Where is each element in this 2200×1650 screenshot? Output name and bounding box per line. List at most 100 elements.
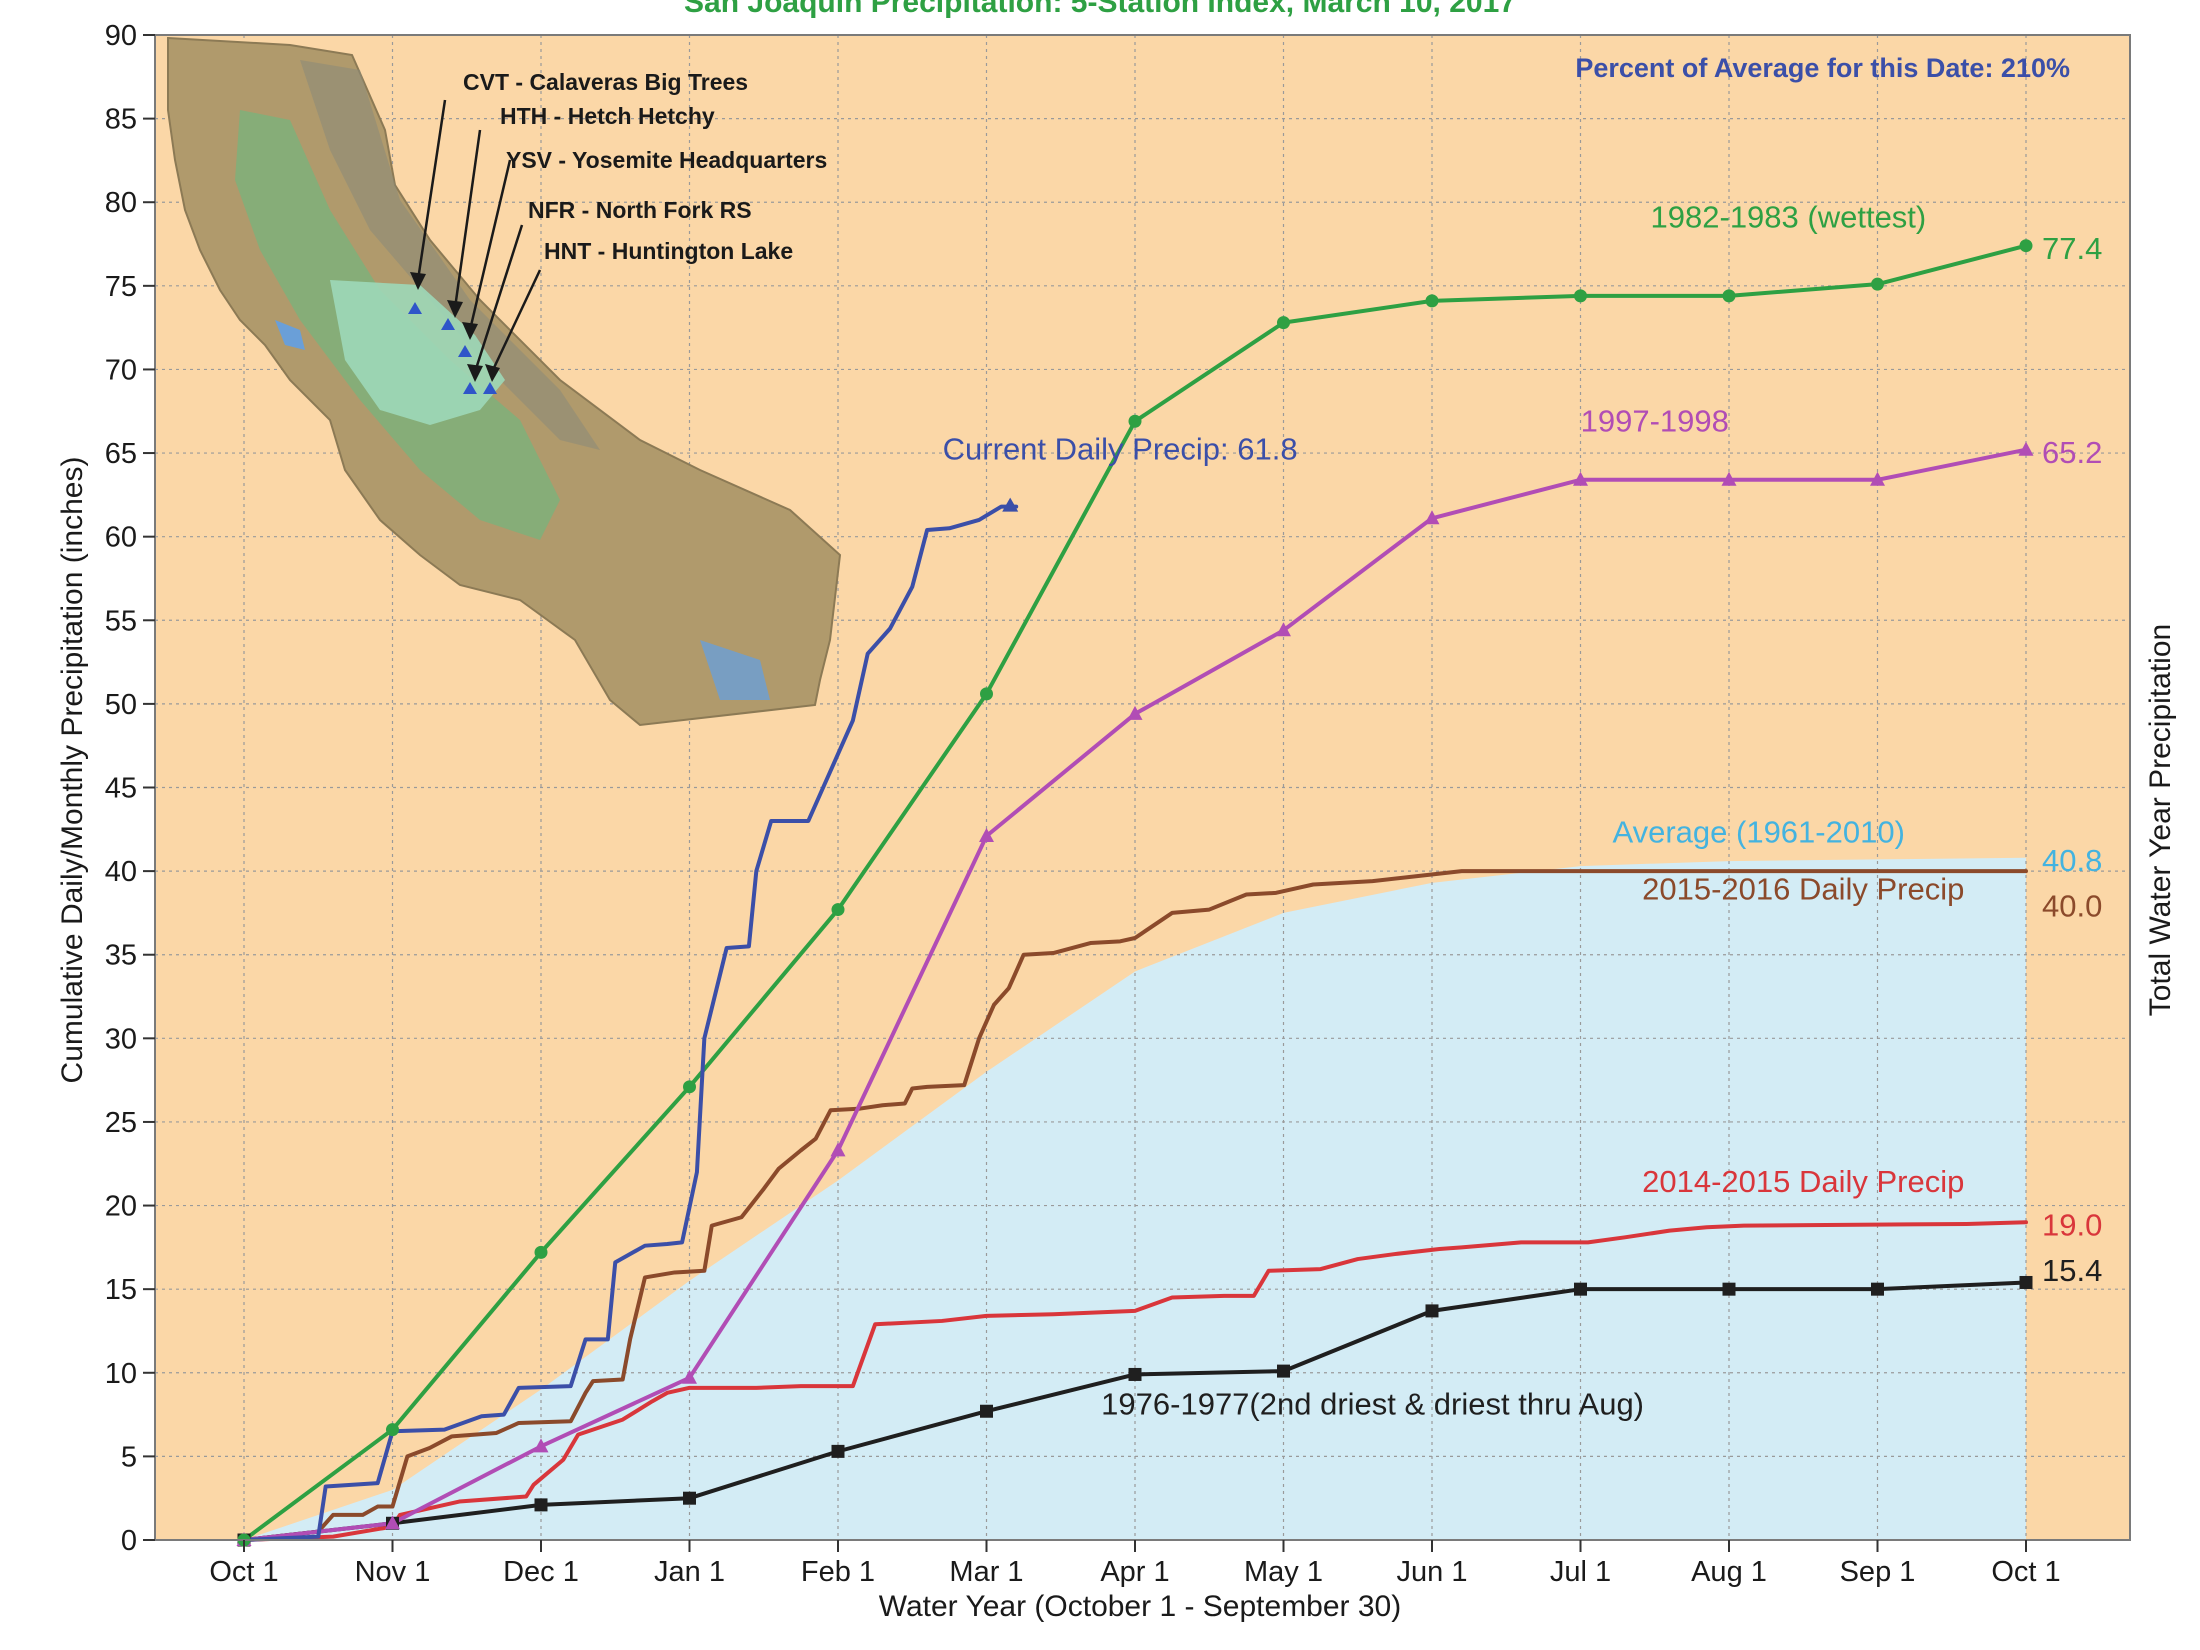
- series-label-current-daily-precip: Current Daily Precip: 61.8: [943, 432, 1298, 467]
- san-joaquin-basin: [330, 280, 505, 425]
- x-tick-label: Oct 1: [209, 1556, 278, 1588]
- station-label-nfr: NFR - North Fork RS: [528, 197, 752, 223]
- series-label-average-1961-2010: Average (1961-2010): [1612, 815, 1904, 850]
- sierra-mountains: [300, 60, 600, 450]
- x-tick-label: Jun 1: [1397, 1556, 1468, 1588]
- data-point-1976-1977-2nd-driest-driest-thru-aug: [980, 1404, 993, 1418]
- axes: 0 5 10 15 20 25 30 35 40 45 50 55 60 65 70 75 80 85 90 Oct …: [105, 20, 2131, 1588]
- data-point-1982-1983-wettest: [1871, 277, 1884, 291]
- y-tick-label: 60: [105, 522, 137, 554]
- data-point-1976-1977-2nd-driest-driest-thru-aug: [1574, 1282, 1587, 1296]
- station-marker-hnt: [483, 382, 497, 394]
- data-point-1997-1998: [385, 1515, 400, 1530]
- data-point-1997-1998: [1721, 471, 1737, 486]
- x-tick-label: Oct 1: [1991, 1556, 2060, 1588]
- station-arrows: [416, 99, 542, 373]
- bay-area-water: [275, 320, 305, 350]
- x-tick-label: May 1: [1244, 1556, 1323, 1588]
- y-tick-label: 55: [105, 605, 137, 637]
- data-point-1997-1998: [979, 827, 994, 842]
- end-value-2014-2015-daily-precip: 19.0: [2042, 1208, 2102, 1243]
- y-tick-label: 70: [105, 354, 137, 386]
- data-point-1997-1998: [1127, 705, 1143, 720]
- series-label-2015-2016-daily-precip: 2015-2016 Daily Precip: [1642, 872, 1964, 907]
- y-tick-label: 30: [105, 1023, 137, 1055]
- x-tick-label: Mar 1: [949, 1556, 1023, 1588]
- data-point-1997-1998: [533, 1438, 549, 1453]
- series-line-current-daily-precip: [242, 504, 1019, 1542]
- x-tick-label: Jul 1: [1550, 1556, 1611, 1588]
- station-arrowheads: [410, 272, 500, 382]
- data-point-1982-1983-wettest: [534, 1245, 548, 1259]
- y-tick-label: 90: [105, 20, 137, 52]
- data-point-1982-1983-wettest: [1425, 294, 1439, 308]
- data-point-1976-1977-2nd-driest-driest-thru-aug: [2019, 1275, 2033, 1289]
- data-point-1976-1977-2nd-driest-driest-thru-aug: [1425, 1304, 1439, 1318]
- data-point-1982-1983-wettest: [683, 1080, 696, 1094]
- x-tick-label: Feb 1: [801, 1556, 875, 1588]
- y-tick-label: 20: [105, 1191, 137, 1223]
- data-point-1982-1983-wettest: [386, 1423, 399, 1437]
- series-line-2014-2015-daily-precip: [242, 1220, 2028, 1542]
- data-point-1976-1977-2nd-driest-driest-thru-aug: [1871, 1282, 1884, 1296]
- y-tick-label: 5: [121, 1441, 137, 1473]
- station-marker-cvt: [408, 302, 422, 314]
- y-tick-label: 80: [105, 187, 137, 219]
- data-point-1982-1983-wettest: [831, 903, 845, 917]
- y-axis-right-title: Total Water Year Precipitation: [2144, 624, 2177, 1016]
- lake-region: [700, 640, 770, 700]
- series-label-1997-1998: 1997-1998: [1581, 403, 1729, 438]
- data-point-1976-1977-2nd-driest-driest-thru-aug: [831, 1444, 845, 1458]
- y-tick-label: 15: [105, 1274, 137, 1306]
- end-value-2015-2016-daily-precip: 40.0: [2042, 888, 2102, 923]
- station-label-hth: HTH - Hetch Hetchy: [500, 103, 715, 129]
- x-tick-label: Jan 1: [654, 1556, 725, 1588]
- series-label-1982-1983-wettest: 1982-1983 (wettest): [1651, 199, 1927, 234]
- x-tick-label: Dec 1: [503, 1556, 579, 1588]
- y-tick-label: 85: [105, 104, 137, 136]
- y-tick-label: 50: [105, 689, 137, 721]
- x-axis-title: Water Year (October 1 - September 30): [879, 1590, 1401, 1623]
- percent-of-average: Percent of Average for this Date: 210%: [1575, 53, 2070, 83]
- data-point-1997-1998: [1424, 510, 1440, 525]
- end-value-1997-1998: 65.2: [2042, 435, 2102, 470]
- series-labels: 1982-1983 (wettest) 77.4 1997-1998 65.2 Aver…: [943, 199, 2103, 1421]
- data-point-1982-1983-wettest: [1722, 289, 1736, 303]
- x-tick-label: Nov 1: [355, 1556, 431, 1588]
- x-tick-label: Aug 1: [1691, 1556, 1767, 1588]
- data-point-1976-1977-2nd-driest-driest-thru-aug: [1128, 1367, 1142, 1381]
- data-point-1997-1998: [682, 1369, 697, 1384]
- station-label-hnt: HNT - Huntington Lake: [544, 238, 793, 264]
- station-marker-ysv: [458, 345, 472, 357]
- y-axis-title: Cumulative Daily/Monthly Precipitation (…: [56, 457, 89, 1084]
- y-tick-label: 45: [105, 773, 137, 805]
- data-point-1997-1998: [2018, 441, 2034, 456]
- series-markers: [236, 239, 2034, 1547]
- data-point-1982-1983-wettest: [1277, 316, 1290, 330]
- data-point-1976-1977-2nd-driest-driest-thru-aug: [534, 1498, 548, 1512]
- station-label-ysv: YSV - Yosemite Headquarters: [506, 147, 827, 173]
- y-tick-label: 75: [105, 271, 137, 303]
- y-tick-label: 40: [105, 856, 137, 888]
- y-tick-label: 35: [105, 940, 137, 972]
- data-point-1976-1977-2nd-driest-driest-thru-aug: [1277, 1364, 1290, 1378]
- x-tick-label: Apr 1: [1100, 1556, 1169, 1588]
- end-value-1976-1977-2nd-driest-driest-thru-aug: 15.4: [2042, 1253, 2102, 1288]
- station-markers: [408, 302, 497, 394]
- data-point-1982-1983-wettest: [980, 687, 993, 701]
- series-line-2015-2016-daily-precip: [242, 869, 2028, 1542]
- data-point-1976-1977-2nd-driest-driest-thru-aug: [683, 1491, 696, 1505]
- end-value-average-1961-2010: 40.8: [2042, 843, 2102, 878]
- data-point-1982-1983-wettest: [1128, 414, 1142, 428]
- data-point-1997-1998: [830, 1142, 846, 1157]
- station-label-cvt: CVT - Calaveras Big Trees: [463, 69, 748, 95]
- california-map: CVT - Calaveras Big Trees HTH - Hetch He…: [167, 36, 842, 727]
- current-precip-marker: [1002, 497, 1019, 512]
- data-point-1997-1998: [1276, 622, 1291, 637]
- y-tick-label: 25: [105, 1107, 137, 1139]
- y-tick-label: 10: [105, 1358, 137, 1390]
- x-tick-label: Sep 1: [1840, 1556, 1916, 1588]
- y-tick-label: 65: [105, 438, 137, 470]
- data-point-1997-1998: [1573, 471, 1588, 486]
- data-point-1982-1983-wettest: [2019, 239, 2033, 253]
